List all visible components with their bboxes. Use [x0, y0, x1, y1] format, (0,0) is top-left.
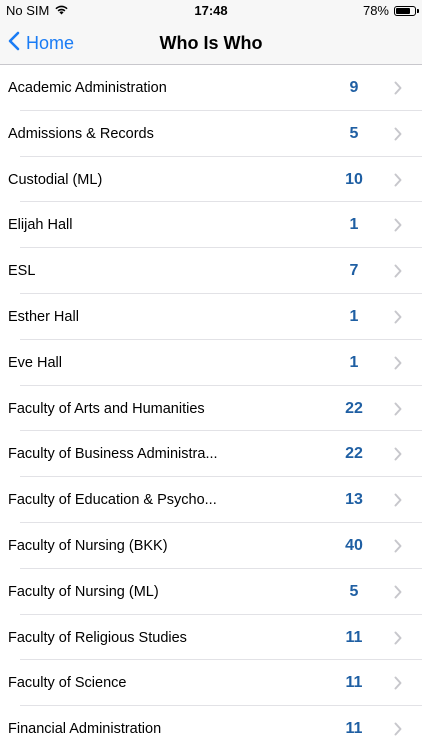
status-time: 17:48 — [194, 3, 228, 18]
chevron-right-icon — [394, 356, 402, 370]
row-separator — [20, 567, 422, 569]
battery-percent: 78% — [362, 3, 389, 18]
list-item[interactable]: Faculty of Nursing (ML) 5 — [0, 568, 422, 615]
row-separator — [20, 384, 422, 386]
row-separator — [20, 521, 422, 523]
chevron-right-icon — [394, 264, 402, 278]
chevron-right-icon — [394, 81, 402, 95]
list-item[interactable]: ESL 7 — [0, 248, 422, 294]
list-item[interactable]: Elijah Hall 1 — [0, 202, 422, 249]
list-item[interactable]: Faculty of Business Administra... 22 — [0, 431, 422, 478]
row-separator — [20, 430, 422, 432]
battery-level-fill — [396, 8, 410, 14]
department-name: Eve Hall — [8, 354, 62, 371]
member-count: 13 — [345, 491, 363, 509]
chevron-right-icon — [394, 631, 402, 645]
row-separator — [20, 201, 422, 203]
list-item[interactable]: Admissions & Records 5 — [0, 110, 422, 157]
chevron-right-icon — [394, 585, 402, 599]
member-count: 1 — [349, 216, 359, 234]
department-name: Admissions & Records — [8, 125, 154, 142]
member-count: 9 — [349, 79, 359, 96]
list-item[interactable]: Faculty of Religious Studies 11 — [0, 614, 422, 661]
member-count: 11 — [345, 674, 363, 692]
chevron-right-icon — [394, 402, 402, 416]
chevron-left-icon — [8, 31, 20, 56]
list-item[interactable]: Faculty of Education & Psycho... 13 — [0, 477, 422, 523]
navigation-bar: Home Who Is Who — [0, 22, 422, 65]
carrier-label: No SIM — [6, 3, 50, 18]
member-count: 11 — [345, 628, 363, 646]
chevron-right-icon — [394, 218, 402, 232]
chevron-right-icon — [394, 722, 402, 736]
member-count: 1 — [349, 307, 359, 325]
list-item[interactable]: Faculty of Nursing (BKK) 40 — [0, 522, 422, 569]
row-separator — [20, 613, 422, 615]
department-name: Custodial (ML) — [8, 171, 103, 188]
member-count: 22 — [345, 445, 363, 463]
battery-tip — [417, 9, 419, 13]
department-name: Elijah Hall — [8, 217, 73, 234]
chevron-right-icon — [394, 127, 402, 141]
chevron-right-icon — [394, 676, 402, 690]
row-separator — [20, 247, 422, 249]
status-right: 78% — [362, 0, 419, 22]
list-item[interactable]: Faculty of Science 11 — [0, 660, 422, 707]
member-count: 5 — [349, 124, 359, 142]
chevron-right-icon — [394, 173, 402, 187]
row-separator — [20, 109, 422, 111]
department-name: Faculty of Arts and Humanities — [8, 400, 205, 417]
row-separator — [20, 155, 422, 157]
row-separator — [20, 705, 422, 707]
member-count: 7 — [349, 262, 359, 280]
list-item[interactable]: Eve Hall 1 — [0, 339, 422, 386]
status-left: No SIM — [6, 0, 69, 22]
department-name: Financial Administration — [8, 721, 162, 738]
department-list: Academic Administration 9 Admissions & Rec… — [0, 65, 422, 750]
row-separator — [20, 659, 422, 661]
list-item[interactable]: Faculty of Arts and Humanities 22 — [0, 385, 422, 432]
department-name: Faculty of Nursing (BKK) — [8, 537, 168, 554]
department-name: Faculty of Religious Studies — [8, 629, 187, 646]
wifi-icon — [54, 0, 69, 22]
department-name: Faculty of Nursing (ML) — [8, 583, 159, 600]
row-separator — [20, 292, 422, 294]
back-button[interactable]: Home — [8, 22, 74, 65]
chevron-right-icon — [394, 493, 402, 507]
member-count: 40 — [345, 536, 363, 554]
page-title: Who Is Who — [159, 33, 263, 53]
member-count: 10 — [345, 170, 363, 188]
list-item[interactable]: Esther Hall 1 — [0, 293, 422, 340]
department-name: Esther Hall — [8, 308, 79, 325]
list-item[interactable]: Custodial (ML) 10 — [0, 156, 422, 203]
department-name: Academic Administration — [8, 80, 167, 96]
battery-icon — [394, 6, 419, 16]
row-separator — [20, 476, 422, 478]
member-count: 1 — [349, 353, 359, 371]
list-item[interactable]: Academic Administration 9 — [0, 65, 422, 111]
chevron-right-icon — [394, 447, 402, 461]
department-name: Faculty of Business Administra... — [8, 446, 218, 463]
department-name: ESL — [8, 263, 36, 280]
chevron-right-icon — [394, 310, 402, 324]
department-name: Faculty of Education & Psycho... — [8, 492, 217, 509]
row-separator — [20, 338, 422, 340]
member-count: 11 — [345, 720, 363, 738]
department-name: Faculty of Science — [8, 675, 127, 692]
back-button-label: Home — [26, 33, 75, 53]
list-item[interactable]: Financial Administration 11 — [0, 706, 422, 750]
member-count: 22 — [345, 399, 363, 417]
status-bar: No SIM 17:48 78% — [0, 0, 422, 22]
chevron-right-icon — [394, 539, 402, 553]
member-count: 5 — [349, 582, 359, 600]
